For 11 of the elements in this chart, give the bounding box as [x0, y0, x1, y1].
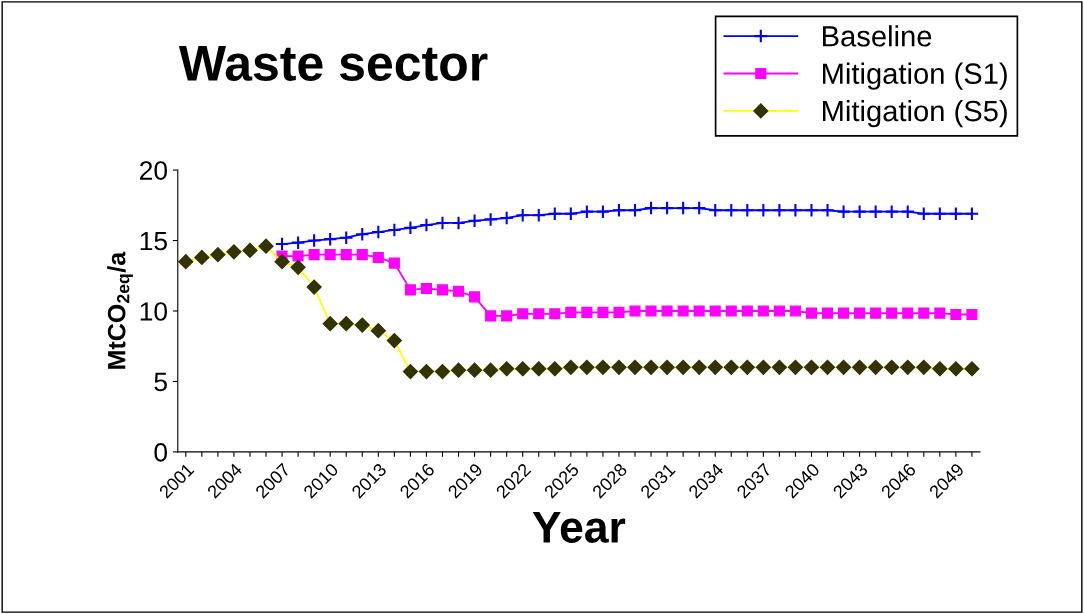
chart-title: Waste sector	[178, 46, 488, 81]
legend-label: Mitigation (S5)	[823, 99, 1007, 128]
legend-label: Baseline	[823, 25, 932, 47]
x-axis-title: Year	[532, 511, 626, 543]
legend-label: Mitigation (S1)	[823, 62, 1007, 90]
y-tick-label: 15	[140, 231, 167, 251]
y-tick-label: 10	[140, 302, 168, 321]
y-tick-label: 0	[154, 443, 168, 462]
y-axis-title: MtCO$_{2eq}$/a	[107, 251, 133, 369]
y-tick-label: 20	[140, 161, 168, 180]
y-tick-label: 5	[154, 372, 167, 392]
